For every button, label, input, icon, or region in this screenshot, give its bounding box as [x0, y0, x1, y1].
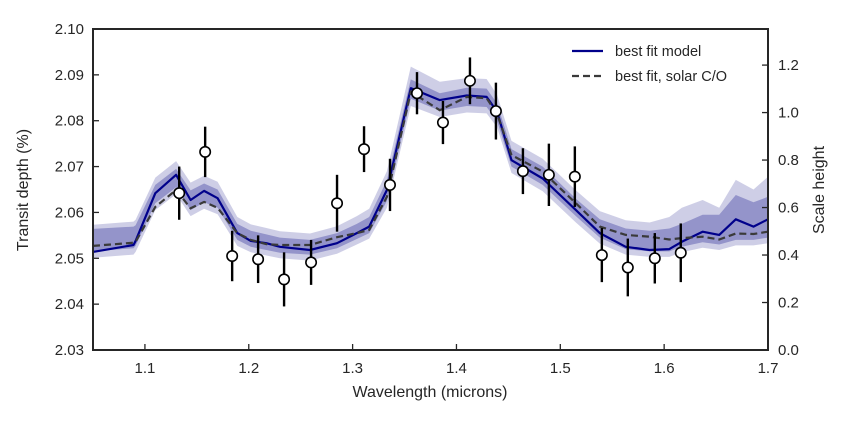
- data-point-marker: [648, 252, 661, 265]
- axis-ticks: 1.1 1.2 1.3 1.4 1.5 1.6 1.7 2.03 2.04 2.05 2.06 2.0…: [55, 21, 799, 377]
- data-point: [278, 252, 291, 307]
- outer-uncertainty-band: [93, 66, 768, 261]
- x-tick-label: 1.6: [654, 360, 675, 377]
- data-point: [252, 235, 265, 284]
- data-point-marker: [226, 249, 239, 262]
- data-point: [674, 223, 687, 283]
- data-point: [568, 146, 581, 207]
- y2-tick-label: 0.4: [778, 247, 799, 264]
- y2-tick-label: 0.0: [778, 342, 799, 359]
- data-point: [489, 82, 502, 140]
- data-point: [436, 100, 449, 145]
- data-point: [516, 148, 529, 195]
- plot-frame: [92, 28, 769, 351]
- data-point-marker: [436, 116, 449, 129]
- data-point: [621, 238, 634, 297]
- x-tick-label: 1.1: [134, 360, 155, 377]
- y-tick-label: 2.04: [55, 296, 84, 313]
- data-point: [358, 126, 371, 173]
- data-point-marker: [173, 187, 186, 200]
- data-point: [305, 239, 318, 285]
- data-point-marker: [568, 170, 581, 183]
- x-axis-label: Wavelength (microns): [352, 384, 507, 401]
- data-point-marker: [674, 246, 687, 259]
- x-tick-label: 1.7: [758, 360, 779, 377]
- y2-tick-label: 0.8: [778, 152, 799, 169]
- model-lines: [92, 87, 769, 253]
- data-point-marker: [278, 273, 291, 286]
- data-point: [199, 126, 212, 178]
- y2-tick-label: 1.0: [778, 105, 799, 122]
- data-point: [595, 228, 608, 283]
- y-tick-label: 2.09: [55, 67, 84, 84]
- legend-item-solar: best fit, solar C/O: [572, 69, 727, 85]
- data-point-marker: [595, 249, 608, 262]
- data-point-marker: [331, 197, 344, 210]
- y-tick-label: 2.10: [55, 21, 84, 38]
- data-point-marker: [516, 165, 529, 178]
- x-tick-label: 1.4: [446, 360, 467, 377]
- y2-axis-label: Scale height: [811, 145, 828, 234]
- x-tick-label: 1.3: [342, 360, 363, 377]
- data-point-marker: [358, 143, 371, 156]
- y-axis-label: Transit depth (%): [15, 129, 32, 251]
- y-tick-label: 2.05: [55, 250, 84, 267]
- legend-item-model: best fit model: [572, 44, 701, 60]
- data-point: [226, 230, 239, 282]
- y-tick-label: 2.07: [55, 159, 84, 176]
- data-point: [173, 166, 186, 220]
- data-point-marker: [305, 256, 318, 269]
- data-point: [410, 72, 423, 115]
- data-point-marker: [542, 168, 555, 181]
- data-point-marker: [621, 261, 634, 274]
- y-tick-label: 2.03: [55, 342, 84, 359]
- data-point-marker: [252, 253, 265, 266]
- y-tick-label: 2.08: [55, 113, 84, 130]
- data-point-marker: [489, 105, 502, 118]
- best-fit-model-line: [92, 87, 769, 253]
- legend-label-model: best fit model: [615, 44, 701, 60]
- y-tick-label: 2.06: [55, 204, 84, 221]
- legend-label-solar: best fit, solar C/O: [615, 69, 727, 85]
- data-point: [542, 143, 555, 207]
- best-fit-solar-co-line: [92, 90, 769, 247]
- data-point-marker: [410, 87, 423, 100]
- data-points: [173, 57, 687, 307]
- y2-tick-label: 1.2: [778, 57, 799, 74]
- y2-tick-label: 0.2: [778, 295, 799, 312]
- data-point-marker: [463, 74, 476, 87]
- data-point: [383, 158, 396, 212]
- data-point: [648, 233, 661, 284]
- data-point: [331, 174, 344, 232]
- x-tick-label: 1.5: [550, 360, 571, 377]
- x-tick-label: 1.2: [238, 360, 259, 377]
- legend: best fit model best fit, solar C/O: [572, 44, 727, 85]
- y2-tick-label: 0.6: [778, 200, 799, 217]
- data-point: [463, 57, 476, 105]
- data-point-marker: [199, 145, 212, 158]
- data-point-marker: [383, 178, 396, 191]
